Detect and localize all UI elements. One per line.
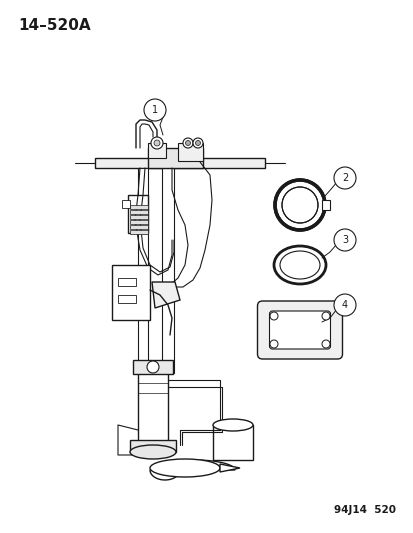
- Bar: [147, 143, 166, 158]
- Polygon shape: [150, 460, 235, 480]
- Text: 94J14  520: 94J14 520: [333, 505, 395, 515]
- Circle shape: [321, 340, 329, 348]
- Circle shape: [192, 138, 202, 148]
- Circle shape: [151, 137, 163, 149]
- FancyBboxPatch shape: [269, 311, 330, 349]
- Ellipse shape: [279, 251, 319, 279]
- Bar: [130, 220, 147, 224]
- Text: 4: 4: [341, 300, 347, 310]
- Bar: [178, 143, 202, 161]
- Bar: [133, 360, 173, 374]
- Bar: [118, 295, 136, 303]
- Circle shape: [333, 167, 355, 189]
- Circle shape: [154, 140, 159, 146]
- Polygon shape: [95, 158, 264, 168]
- Circle shape: [333, 294, 355, 316]
- Circle shape: [195, 141, 200, 146]
- Bar: [130, 230, 147, 234]
- Circle shape: [269, 340, 277, 348]
- Circle shape: [333, 229, 355, 251]
- FancyBboxPatch shape: [257, 301, 342, 359]
- Bar: [118, 278, 136, 286]
- Bar: [161, 168, 173, 373]
- Circle shape: [269, 312, 277, 320]
- Bar: [130, 225, 147, 229]
- Bar: [138, 168, 147, 373]
- Bar: [122, 200, 130, 208]
- Ellipse shape: [130, 445, 176, 459]
- Bar: [130, 210, 147, 214]
- Bar: [128, 195, 147, 233]
- Bar: [212, 425, 252, 460]
- Circle shape: [147, 361, 159, 373]
- Bar: [130, 215, 147, 219]
- Circle shape: [321, 312, 329, 320]
- Circle shape: [274, 180, 324, 230]
- Bar: [321, 200, 329, 210]
- Bar: [130, 440, 176, 452]
- Bar: [147, 148, 202, 168]
- Circle shape: [281, 187, 317, 223]
- Text: 2: 2: [341, 173, 347, 183]
- Bar: [112, 265, 150, 320]
- Text: 1: 1: [152, 105, 158, 115]
- Polygon shape: [219, 464, 240, 472]
- Polygon shape: [152, 282, 180, 308]
- Bar: [138, 373, 168, 441]
- Ellipse shape: [212, 419, 252, 431]
- Ellipse shape: [150, 459, 219, 477]
- Text: 3: 3: [341, 235, 347, 245]
- Text: 14–520A: 14–520A: [18, 18, 90, 33]
- Circle shape: [183, 138, 192, 148]
- Circle shape: [185, 141, 190, 146]
- Circle shape: [144, 99, 166, 121]
- Bar: [130, 205, 147, 209]
- Ellipse shape: [273, 246, 325, 284]
